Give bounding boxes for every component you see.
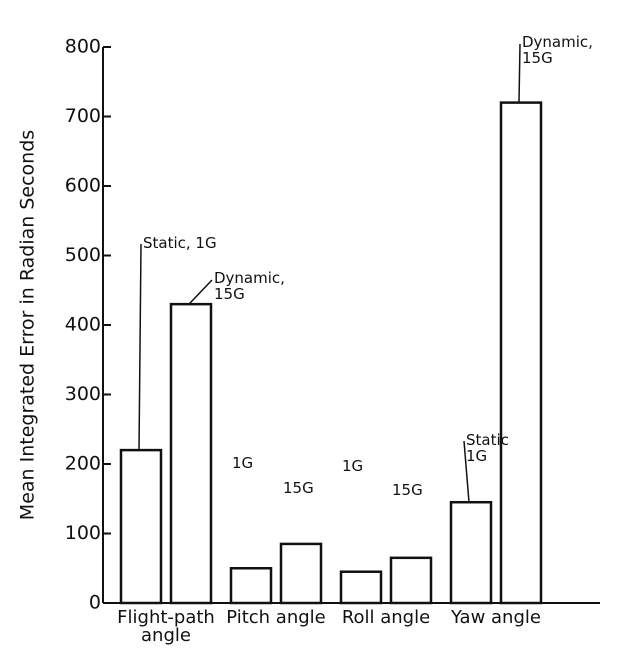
bar-label: Dynamic, 15G [214,269,285,303]
leader-line [188,279,213,305]
bar-label: 1G [342,457,364,475]
x-tick-label: Pitch angle [226,607,326,628]
leader-line [518,43,521,103]
bar-label: 15G [283,479,314,497]
bar-label: Static 1G [466,431,509,465]
x-tick-label: Yaw angle [451,607,541,628]
y-tick-label: 700 [65,105,101,127]
bar [449,500,493,605]
bar [339,570,383,605]
y-tick-label: 200 [65,453,101,475]
y-tick-label: 600 [65,175,101,197]
leader-line [138,243,142,451]
bar-label: Dynamic, 15G [522,33,593,67]
bar [169,302,213,605]
y-tick-label: 400 [65,314,101,336]
bar [389,556,433,605]
leader-line [463,440,470,503]
bar [499,101,543,605]
y-axis-label: Mean Integrated Error in Radian Seconds [17,130,39,520]
x-tick-label: Roll angle [341,607,431,628]
y-tick-label: 0 [89,592,101,614]
bar-label: Static, 1G [143,234,217,252]
y-tick-label: 800 [65,36,101,58]
x-tick-label: Flight-path angle [117,607,215,646]
bar [229,567,273,605]
bar [119,448,163,605]
y-tick-label: 300 [65,383,101,405]
y-tick-label: 100 [65,522,101,544]
bar-label: 15G [392,481,423,499]
y-tick-label: 500 [65,244,101,266]
bar-label: 1G [232,454,254,472]
bar [279,542,323,605]
